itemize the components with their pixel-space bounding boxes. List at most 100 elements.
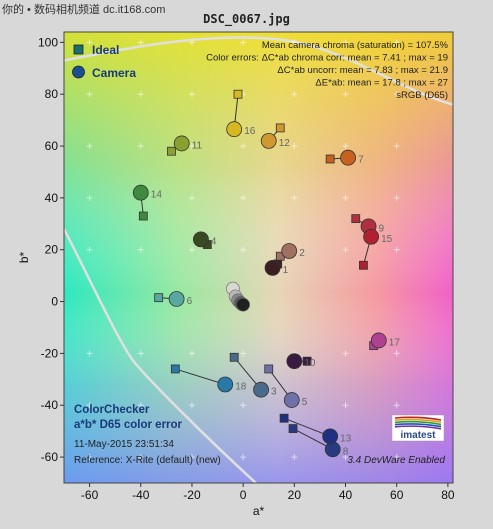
grid-cross: [137, 143, 144, 150]
grid-cross: [86, 350, 93, 357]
patch-label-15: 15: [381, 234, 393, 245]
ideal-marker-8: [288, 424, 298, 433]
grid-cross: [137, 39, 144, 46]
camera-marker-2: [281, 243, 298, 259]
logo-text: imatest: [400, 430, 436, 441]
camera-marker-4: [193, 231, 209, 248]
stats-line-4: ΔE*ab: mean = 17.8 ; max = 27: [315, 78, 448, 89]
grid-cross: [342, 39, 349, 46]
patch-label-9: 9: [379, 223, 385, 234]
grid-cross: [137, 454, 144, 461]
patch-label-10: 10: [304, 358, 316, 369]
grid-cross: [240, 194, 247, 201]
watermark-text: 你的 • 数码相机频道 dc.it168.com: [2, 4, 166, 16]
grid-cross: [291, 91, 298, 98]
patch-label-6: 6: [187, 296, 193, 307]
x-axis-label: a*: [253, 504, 265, 518]
gamut-boundary-top: [64, 36, 453, 106]
grid-cross: [137, 91, 144, 98]
y-tick-label: 60: [45, 139, 59, 153]
stats-line-5: sRGB (D65): [396, 90, 448, 101]
patch-label-4: 4: [211, 236, 217, 247]
ideal-marker-9: [351, 214, 361, 224]
camera-marker-3: [253, 381, 269, 398]
camera-marker-6: [168, 291, 185, 307]
logo-stripe: [394, 418, 442, 423]
legend-camera-swatch: [72, 65, 85, 79]
patch-label-3: 3: [271, 387, 277, 398]
grid-cross: [188, 143, 195, 150]
patch-label-5: 5: [302, 397, 308, 408]
y-tick-label: -40: [41, 398, 59, 412]
grid-cross: [86, 454, 93, 461]
grid-cross: [240, 39, 247, 46]
info-reference: Reference: X-Rite (default) (new): [74, 455, 221, 466]
ideal-marker-14: [138, 211, 148, 221]
legend-ideal-label: Ideal: [92, 43, 119, 57]
grid-cross: [291, 454, 298, 461]
grid-cross: [291, 39, 298, 46]
x-tick-label: 20: [288, 488, 302, 502]
grid-cross: [393, 91, 400, 98]
grid-cross: [86, 39, 93, 46]
grid-cross: [240, 246, 247, 253]
imatest-logo: imatest: [391, 414, 445, 442]
grid-cross: [342, 143, 349, 150]
grid-cross: [86, 143, 93, 150]
x-tick-label: -40: [132, 488, 150, 502]
version-text: 3.4 DevWare Enabled: [347, 455, 445, 466]
ideal-marker-15: [359, 260, 368, 270]
ideal-marker-13: [279, 413, 289, 423]
grid-cross: [393, 143, 400, 150]
patch-label-7: 7: [358, 155, 364, 166]
camera-marker-7: [340, 149, 356, 166]
neutral-camera-marker-6: [236, 297, 250, 312]
patch-label-12: 12: [279, 138, 291, 149]
ideal-marker-18: [170, 364, 180, 374]
x-tick-label: 0: [240, 488, 247, 502]
patch-label-18: 18: [235, 382, 247, 393]
grid-cross: [137, 402, 144, 409]
x-tick-label: 60: [390, 488, 404, 502]
grid-cross: [188, 454, 195, 461]
info-title-2: a*b* D65 color error: [74, 419, 183, 431]
grid-cross: [342, 246, 349, 253]
x-tick-label: -60: [81, 488, 99, 502]
grid-cross: [342, 454, 349, 461]
grid-cross: [393, 246, 400, 253]
y-tick-label: 40: [45, 191, 59, 205]
ideal-marker-5: [264, 364, 274, 374]
camera-marker-18: [217, 376, 234, 393]
grid-cross: [291, 194, 298, 201]
grid-cross: [393, 194, 400, 201]
logo-stripe: [394, 416, 442, 421]
gamut-boundary-left: [64, 228, 257, 483]
patch-label-2: 2: [299, 248, 305, 259]
grid-cross: [188, 402, 195, 409]
grid-cross: [342, 402, 349, 409]
grid-cross: [393, 350, 400, 357]
x-tick-label: -20: [183, 488, 201, 502]
grid-cross: [240, 454, 247, 461]
grid-cross: [393, 402, 400, 409]
legend-camera-label: Camera: [92, 66, 136, 80]
stats-line-3: ΔC*ab uncorr: mean = 7.83 ; max = 21.9: [277, 65, 448, 76]
x-tick-label: 80: [441, 488, 455, 502]
grid-cross: [188, 91, 195, 98]
grid-cross: [188, 194, 195, 201]
ideal-marker-12: [275, 123, 285, 133]
ideal-marker-10: [302, 356, 312, 366]
grid-cross: [188, 39, 195, 46]
grid-cross: [240, 143, 247, 150]
grid-cross: [188, 246, 195, 253]
camera-marker-17: [370, 332, 387, 349]
logo-stripe: [394, 425, 442, 430]
grid-cross: [342, 350, 349, 357]
grid-cross: [393, 454, 400, 461]
y-tick-label: 100: [38, 35, 58, 49]
camera-marker-10: [286, 353, 303, 370]
camera-marker-15: [363, 228, 380, 245]
camera-marker-16: [226, 121, 243, 138]
logo-stripe: [394, 423, 442, 428]
grid-cross: [240, 402, 247, 409]
